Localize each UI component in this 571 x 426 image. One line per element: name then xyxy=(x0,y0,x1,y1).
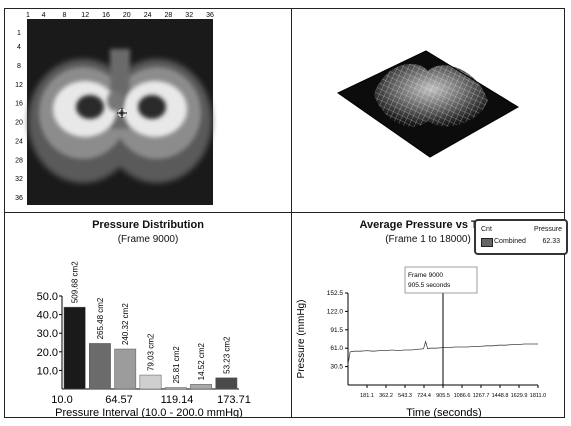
legend-header-pressure: Pressure xyxy=(533,226,562,233)
distribution-bar-label: 79.03 cm2 xyxy=(147,333,156,371)
distribution-bar[interactable] xyxy=(139,374,162,390)
surface-outline xyxy=(337,50,519,158)
map-x-tick: 20 xyxy=(123,12,131,19)
map-x-tick: 36 xyxy=(206,12,214,19)
distribution-bar-label: 265.48 cm2 xyxy=(96,297,105,339)
map-y-tick: 36 xyxy=(15,195,23,202)
time-chart[interactable]: 30.5 61.0 91.5 122.0 152.5 181.1 362.2 543.3 724… xyxy=(292,213,564,417)
map-y-tick: 4 xyxy=(17,44,21,51)
distribution-y-tick: 10.0 xyxy=(37,365,58,377)
map-x-tick: 12 xyxy=(81,12,89,19)
map-y-tick: 20 xyxy=(15,120,23,127)
distribution-bar[interactable] xyxy=(215,377,238,390)
legend-swatch xyxy=(481,238,493,247)
map-y-tick: 16 xyxy=(15,101,23,108)
surface-mesh xyxy=(374,63,488,127)
distribution-subtitle: (Frame 9000) xyxy=(117,234,179,245)
map-y-tick: 12 xyxy=(15,82,23,89)
frame-cursor-label: Frame 9000 xyxy=(408,272,443,279)
time-y-tick: 91.5 xyxy=(330,327,343,334)
crosshair-icon[interactable] xyxy=(117,108,127,118)
map-y-tick: 32 xyxy=(15,176,23,183)
time-series-line[interactable] xyxy=(347,340,538,365)
map-y-axis: 1 4 8 12 16 20 24 28 32 36 xyxy=(15,30,23,202)
vertical-divider xyxy=(291,8,292,418)
map-y-tick: 24 xyxy=(15,138,23,145)
time-x-tick: 1811.0 xyxy=(530,393,546,399)
distribution-bar[interactable] xyxy=(114,348,137,390)
legend-series-value: 62.33 xyxy=(542,238,560,245)
map-x-tick: 28 xyxy=(165,12,173,19)
map-x-tick: 8 xyxy=(62,12,66,19)
time-x-tick: 905.5 xyxy=(436,393,450,399)
distribution-bar[interactable] xyxy=(190,384,212,390)
legend-series-name: Combined xyxy=(494,238,526,245)
time-subtitle: (Frame 1 to 18000) xyxy=(385,234,471,245)
average-pressure-panel[interactable]: Average Pressure vs Time (Frame 1 to 180… xyxy=(292,213,564,417)
time-x-tick: 181.1 xyxy=(360,393,374,399)
map-y-tick: 28 xyxy=(15,157,23,164)
time-x-tick: 362.2 xyxy=(379,393,393,399)
time-y-label: Pressure (mmHg) xyxy=(296,300,307,379)
horizontal-divider xyxy=(4,212,565,213)
map-x-tick: 1 xyxy=(26,12,30,19)
time-title: Average Pressure vs Time xyxy=(359,219,497,231)
distribution-bar[interactable] xyxy=(89,343,111,390)
map-x-axis: 1 4 8 12 16 20 24 28 32 36 xyxy=(26,12,214,19)
time-x-label: Time (seconds) xyxy=(406,407,481,417)
frame-cursor-time: 905.5 seconds xyxy=(408,282,451,289)
time-x-tick: 543.3 xyxy=(398,393,412,399)
time-x-tick: 724.4 xyxy=(417,393,431,399)
distribution-x-label: Pressure Interval (10.0 - 200.0 mmHg) xyxy=(55,407,243,417)
map-x-tick: 24 xyxy=(144,12,152,19)
legend-header-count: Cnt xyxy=(481,226,492,233)
distribution-x-tick: 10.0 xyxy=(51,394,72,406)
pressure-map[interactable]: 1 4 8 12 16 20 24 28 32 36 1 4 8 12 16 20 24 28 32 36 xyxy=(5,9,291,212)
pressure-distribution-panel[interactable]: Pressure Distribution (Frame 9000) 10.0 2… xyxy=(5,213,291,417)
distribution-bar[interactable] xyxy=(164,387,187,390)
distribution-x-tick: 119.14 xyxy=(161,394,194,406)
distribution-x-tick: 64.57 xyxy=(105,394,133,406)
distribution-chart[interactable]: 10.0 20.0 30.0 40.0 50.0 509.68 cm2 265.48 cm2… xyxy=(5,213,291,417)
map-x-tick: 16 xyxy=(102,12,110,19)
time-y-tick: 61.0 xyxy=(330,345,343,352)
time-y-tick: 152.5 xyxy=(327,290,344,297)
distribution-bar-label: 25.81 cm2 xyxy=(172,346,181,384)
time-x-tick: 1267.7 xyxy=(473,393,490,399)
distribution-y-tick: 40.0 xyxy=(37,310,58,322)
time-y-tick: 30.5 xyxy=(330,364,343,371)
distribution-y-tick: 20.0 xyxy=(37,347,58,359)
distribution-bar-label: 509.68 cm2 xyxy=(71,261,80,303)
map-y-tick: 1 xyxy=(17,30,21,37)
distribution-y-tick: 30.0 xyxy=(37,328,58,340)
time-x-tick: 1629.9 xyxy=(511,393,528,399)
viewer-frame xyxy=(4,8,565,418)
contact-holes xyxy=(76,91,166,119)
frame-cursor-box xyxy=(404,266,478,294)
pressure-map-panel[interactable]: 1 4 8 12 16 20 24 28 32 36 1 4 8 12 16 20 24 28 32 36 xyxy=(5,9,291,212)
distribution-title: Pressure Distribution xyxy=(92,219,204,231)
time-x-tick: 1448.8 xyxy=(492,393,509,399)
distribution-x-tick: 173.71 xyxy=(217,394,251,406)
map-x-tick: 4 xyxy=(42,12,46,19)
distribution-y-tick: 50.0 xyxy=(37,291,58,303)
legend-box[interactable]: Cnt Pressure Combined 62.33 xyxy=(474,219,568,255)
distribution-bar[interactable] xyxy=(63,306,86,390)
distribution-bar-label: 14.52 cm2 xyxy=(197,342,206,380)
time-y-tick: 122.0 xyxy=(327,308,344,315)
distribution-bar-label: 240.32 cm2 xyxy=(121,303,130,345)
distribution-bar-label: 53.23 cm2 xyxy=(222,336,231,374)
pressure-3d-panel[interactable] xyxy=(292,9,564,212)
pressure-3d-surface[interactable] xyxy=(292,9,564,212)
map-x-tick: 32 xyxy=(185,12,193,19)
time-x-tick: 1086.6 xyxy=(454,393,471,399)
map-y-tick: 8 xyxy=(17,63,21,70)
